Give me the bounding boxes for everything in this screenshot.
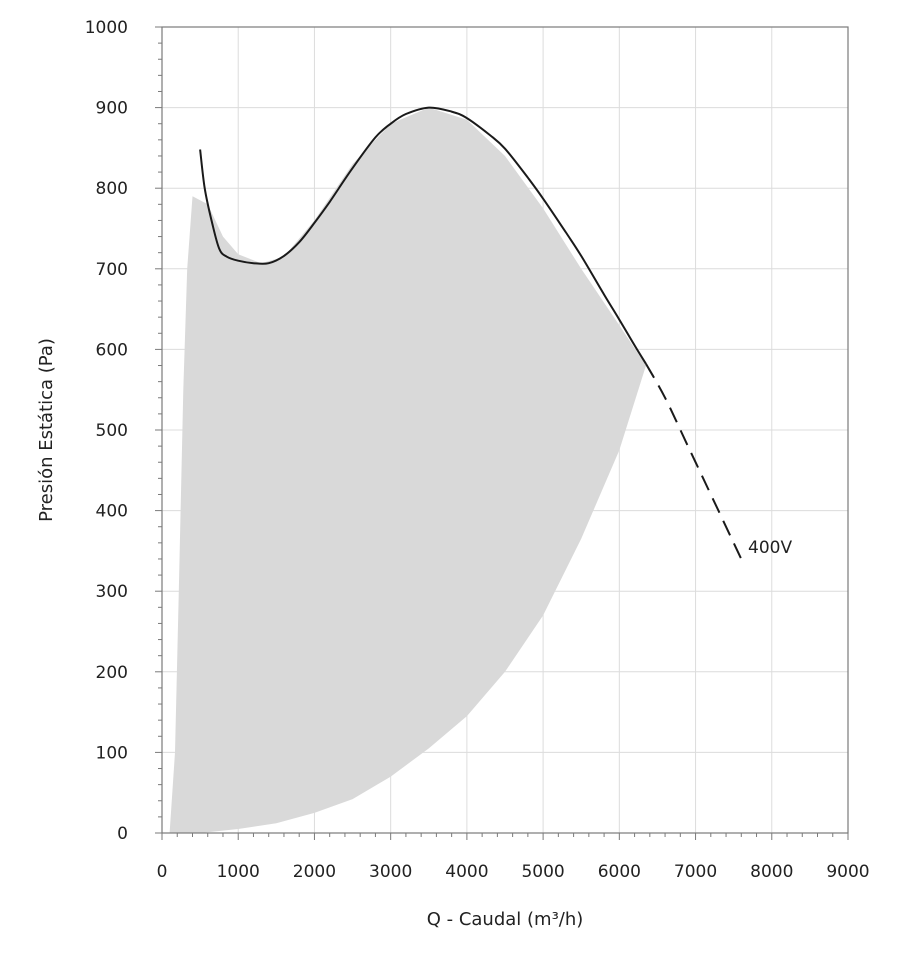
y-tick-label: 700 [96, 260, 128, 280]
x-tick-label: 5000 [521, 862, 564, 882]
y-tick-label: 1000 [85, 18, 128, 38]
x-tick-label: 3000 [369, 862, 412, 882]
x-tick-label: 7000 [674, 862, 717, 882]
x-axis-title: Q - Caudal (m³/h) [427, 909, 584, 930]
x-tick-label: 8000 [750, 862, 793, 882]
y-tick-label: 100 [96, 743, 128, 763]
y-tick-label: 500 [96, 421, 128, 441]
x-tick-label: 6000 [598, 862, 641, 882]
axes [155, 26, 849, 840]
y-tick-label: 300 [96, 582, 128, 602]
series-line-400v-extension [645, 363, 743, 560]
y-tick-label: 0 [117, 824, 128, 844]
y-tick-label: 600 [96, 340, 128, 360]
x-tick-label: 1000 [217, 862, 260, 882]
series-label-400v: 400V [748, 538, 792, 558]
y-tick-label: 200 [96, 663, 128, 683]
y-tick-label: 800 [96, 179, 128, 199]
y-tick-label: 900 [96, 99, 128, 119]
x-tick-label: 0 [157, 862, 168, 882]
x-tick-label: 4000 [445, 862, 488, 882]
operating-area [169, 107, 646, 834]
y-axis-title: Presión Estática (Pa) [36, 338, 57, 522]
series-line-400v [199, 106, 647, 365]
x-tick-label: 2000 [293, 862, 336, 882]
x-tick-label: 9000 [826, 862, 869, 882]
tick-labels: 0 1000 2000 3000 4000 5000 6000 7000 8000 9000 0 10… [85, 18, 870, 882]
y-tick-label: 400 [96, 502, 128, 522]
